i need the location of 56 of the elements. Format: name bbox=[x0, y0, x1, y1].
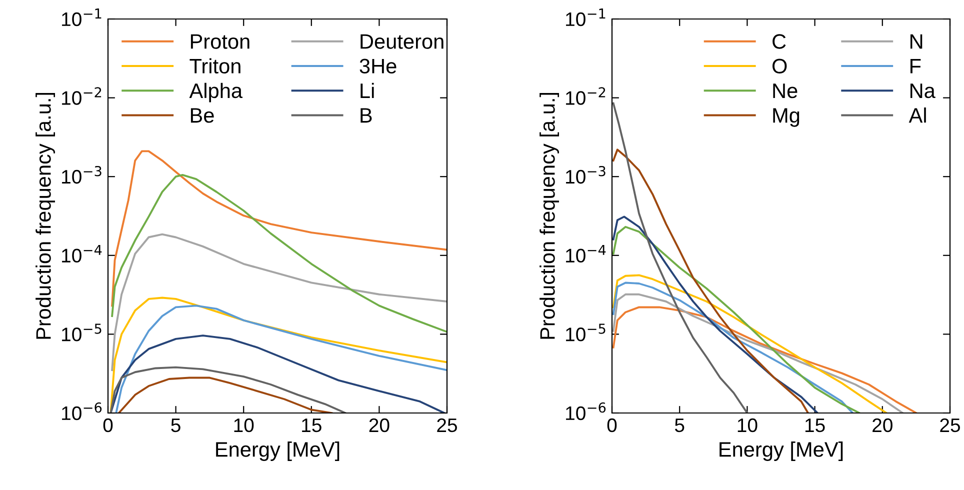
x-tick-label: 25 bbox=[940, 418, 960, 432]
line-series bbox=[111, 150, 447, 307]
legend-label: Triton bbox=[190, 58, 240, 74]
legend-label: F bbox=[910, 58, 921, 74]
y-tick-label: 10$^{−3}$ bbox=[62, 166, 102, 184]
line-series bbox=[118, 376, 333, 413]
legend-label: O bbox=[772, 58, 787, 74]
line-series bbox=[612, 274, 888, 413]
legend-label: Ne bbox=[773, 84, 798, 98]
legend-label: C bbox=[772, 34, 786, 49]
y-tick-label: 10$^{−4}$ bbox=[62, 244, 102, 263]
legend-label: B bbox=[360, 108, 372, 123]
y-tick-label: 10$^{−5}$ bbox=[566, 324, 606, 342]
line-series bbox=[612, 102, 748, 413]
legend-label: Deuteron bbox=[360, 34, 444, 49]
legend-label: 3He bbox=[360, 58, 396, 74]
legend-label: Na bbox=[910, 84, 936, 98]
line-series bbox=[612, 148, 810, 413]
x-tick-label: 0 bbox=[607, 418, 617, 432]
line-series bbox=[110, 334, 446, 413]
y-axis-title: Production frequency [a.u.] bbox=[540, 92, 559, 339]
x-tick-label: 15 bbox=[302, 418, 322, 432]
legend-label: Proton bbox=[190, 34, 250, 49]
y-axis-title: Production frequency [a.u.] bbox=[36, 92, 55, 339]
legend-label: N bbox=[910, 34, 922, 49]
y-tick-label: 10$^{−3}$ bbox=[566, 166, 606, 184]
y-tick-label: 10$^{−2}$ bbox=[62, 87, 102, 105]
x-axis-title: Energy [MeV] bbox=[216, 442, 340, 461]
x-tick-label: 5 bbox=[674, 418, 684, 432]
line-series bbox=[111, 233, 447, 372]
y-tick-label: 10$^{−2}$ bbox=[566, 87, 606, 105]
y-tick-label: 10$^{−6}$ bbox=[62, 402, 102, 420]
legend-label: Li bbox=[360, 82, 374, 98]
y-tick-label: 10$^{−5}$ bbox=[62, 324, 102, 342]
legend-label: Al bbox=[908, 107, 926, 123]
x-tick-label: 25 bbox=[437, 418, 457, 432]
y-tick-label: 10$^{−1}$ bbox=[62, 8, 102, 26]
x-tick-label: 10 bbox=[234, 418, 254, 432]
x-tick-label: 5 bbox=[171, 418, 180, 432]
x-tick-label: 0 bbox=[103, 418, 113, 432]
line-series bbox=[612, 216, 818, 413]
x-tick-label: 20 bbox=[369, 418, 390, 432]
y-tick-label: 10$^{−1}$ bbox=[566, 8, 606, 26]
legend-label: Alpha bbox=[189, 82, 243, 102]
line-series bbox=[110, 366, 346, 413]
line-series bbox=[111, 174, 447, 333]
legend-label: Mg bbox=[773, 108, 800, 127]
x-tick-label: 15 bbox=[805, 418, 825, 432]
y-tick-label: 10$^{−4}$ bbox=[566, 244, 606, 263]
line-series bbox=[612, 282, 854, 413]
x-axis-title: Energy [MeV] bbox=[720, 442, 843, 461]
legend-label: Be bbox=[190, 108, 214, 123]
x-tick-label: 10 bbox=[738, 418, 758, 432]
line-series bbox=[612, 226, 860, 413]
y-tick-label: 10$^{−6}$ bbox=[566, 402, 606, 420]
x-tick-label: 20 bbox=[872, 418, 892, 432]
